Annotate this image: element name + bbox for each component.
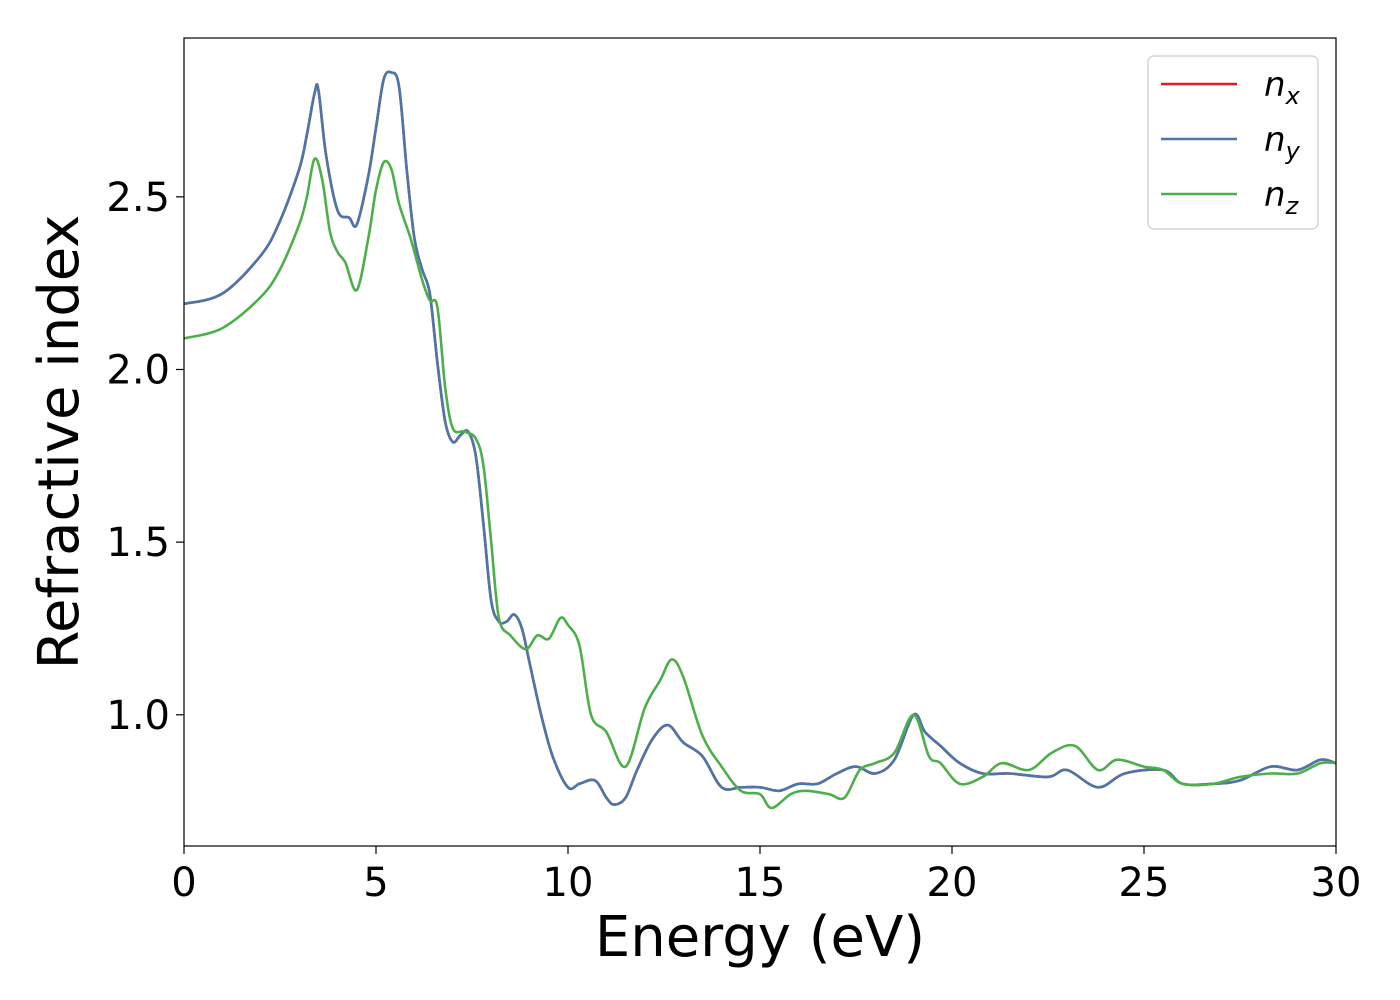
legend-items: nx ny nz <box>1161 65 1301 220</box>
legend-label-z: nz <box>1264 175 1300 220</box>
x-tick-label: 30 <box>1311 860 1362 906</box>
legend-label-y: ny <box>1264 120 1301 165</box>
x-axis-ticks: 0 5 10 15 20 25 30 <box>171 846 1361 906</box>
y-axis-ticks: 1.0 1.5 2.0 2.5 <box>106 175 184 739</box>
y-tick-label: 1.0 <box>106 693 170 739</box>
x-tick-label: 5 <box>363 860 388 906</box>
legend-box <box>1147 55 1319 230</box>
series-layer <box>184 70 1336 810</box>
series-line-y <box>184 70 1336 806</box>
x-tick-label: 0 <box>171 860 196 906</box>
x-tick-label: 20 <box>927 860 978 906</box>
y-tick-label: 1.5 <box>106 520 170 566</box>
series-line-z <box>184 157 1336 810</box>
x-tick-label: 25 <box>1119 860 1170 906</box>
legend-label-x: nx <box>1264 65 1301 110</box>
legend: nx ny nz <box>1147 55 1319 230</box>
x-tick-label: 15 <box>735 860 786 906</box>
x-axis-label: Energy (eV) <box>595 905 925 970</box>
y-axis-label: Refractive index <box>27 215 92 670</box>
x-tick-label: 10 <box>543 860 594 906</box>
y-tick-label: 2.0 <box>106 347 170 393</box>
y-tick-label: 2.5 <box>106 175 170 221</box>
